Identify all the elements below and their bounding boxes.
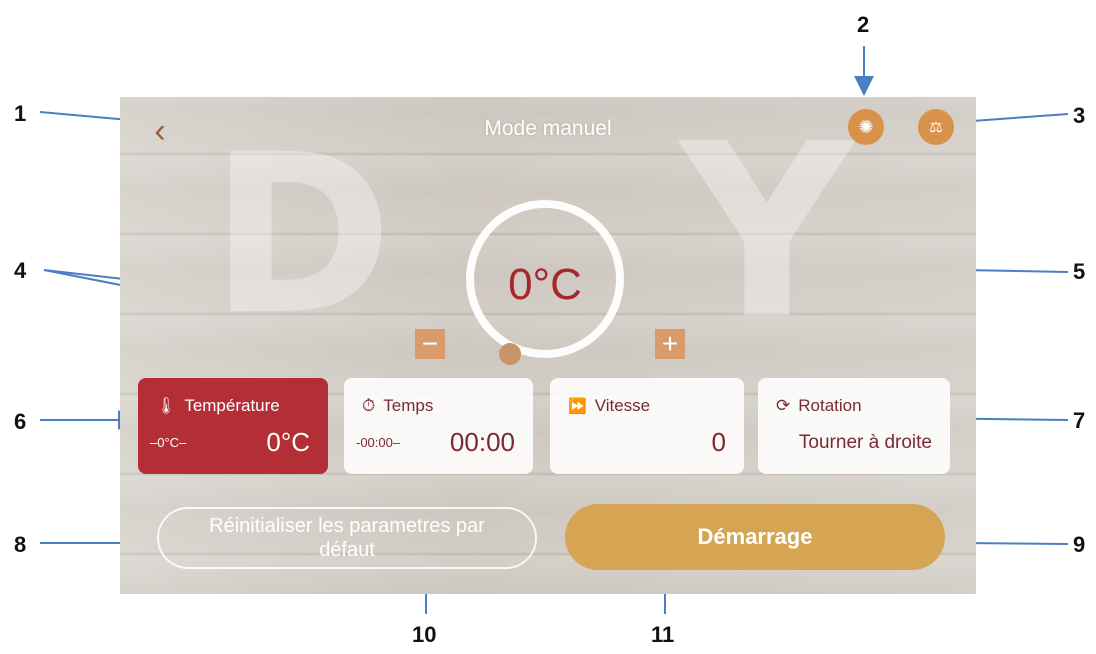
fast-forward-icon: ⏩ bbox=[568, 398, 587, 415]
plus-icon: + bbox=[661, 328, 679, 359]
callout-11: 11 bbox=[651, 622, 675, 647]
temperature-card-range: –0°C– bbox=[150, 435, 187, 450]
time-card-value: 00:00 bbox=[449, 427, 515, 457]
callout-1: 1 bbox=[14, 101, 27, 126]
callout-8: 8 bbox=[14, 532, 27, 557]
chevron-left-icon: ‹ bbox=[154, 112, 166, 150]
speed-card-label: Vitesse bbox=[594, 396, 651, 415]
light-button[interactable]: ✺ bbox=[848, 109, 884, 145]
dial-value: 0°C bbox=[508, 260, 582, 309]
callout-4: 4 bbox=[14, 258, 27, 283]
time-card-label: Temps bbox=[383, 396, 434, 415]
callout-2: 2 bbox=[857, 12, 870, 37]
callout-7: 7 bbox=[1073, 408, 1086, 433]
scale-icon: ⚖ bbox=[929, 119, 943, 136]
rotation-card[interactable]: ⟳ Rotation Tourner à droite bbox=[758, 378, 950, 474]
speed-card[interactable]: ⏩ Vitesse 0 bbox=[550, 378, 744, 474]
callout-6: 6 bbox=[14, 409, 27, 434]
temperature-card-value: 0°C bbox=[266, 427, 310, 457]
temperature-card[interactable]: 🌡 Température –0°C– 0°C bbox=[138, 378, 328, 474]
callout-5: 5 bbox=[1073, 259, 1086, 284]
page-title: Mode manuel bbox=[484, 117, 612, 140]
increase-button[interactable]: + bbox=[655, 329, 685, 359]
temperature-dial[interactable]: 0°C bbox=[466, 200, 624, 358]
callout-10: 10 bbox=[412, 622, 437, 647]
background-decoration: D bbox=[210, 107, 393, 363]
time-card-range: -00:00– bbox=[356, 435, 401, 450]
scale-button[interactable]: ⚖ bbox=[918, 109, 954, 145]
decrease-button[interactable]: − bbox=[415, 329, 445, 359]
light-icon: ✺ bbox=[858, 116, 874, 137]
rotation-card-label: Rotation bbox=[798, 396, 862, 415]
time-card[interactable]: ⏱ Temps -00:00– 00:00 bbox=[344, 378, 533, 474]
back-button[interactable]: ‹ bbox=[140, 111, 180, 151]
timer-icon: ⏱ bbox=[362, 396, 376, 415]
speed-card-value: 0 bbox=[711, 427, 726, 457]
dial-handle[interactable] bbox=[499, 343, 521, 365]
temperature-card-label: Température bbox=[184, 396, 280, 415]
callout-3: 3 bbox=[1073, 103, 1086, 128]
rotation-card-value: Tourner à droite bbox=[798, 432, 932, 453]
device-screen: D Y ‹ Mode manuel ✺ ⚖ 0°C − + 🌡 Températ… bbox=[120, 97, 976, 594]
thermometer-icon: 🌡 bbox=[156, 398, 177, 415]
minus-icon: − bbox=[421, 328, 439, 359]
background-decoration: Y bbox=[680, 97, 854, 372]
callout-9: 9 bbox=[1073, 532, 1086, 557]
start-button[interactable]: Démarrage bbox=[565, 504, 945, 570]
rotate-icon: ⟳ bbox=[776, 396, 791, 415]
reset-defaults-button[interactable]: Réinitialiser les parametres par défaut bbox=[157, 507, 537, 569]
